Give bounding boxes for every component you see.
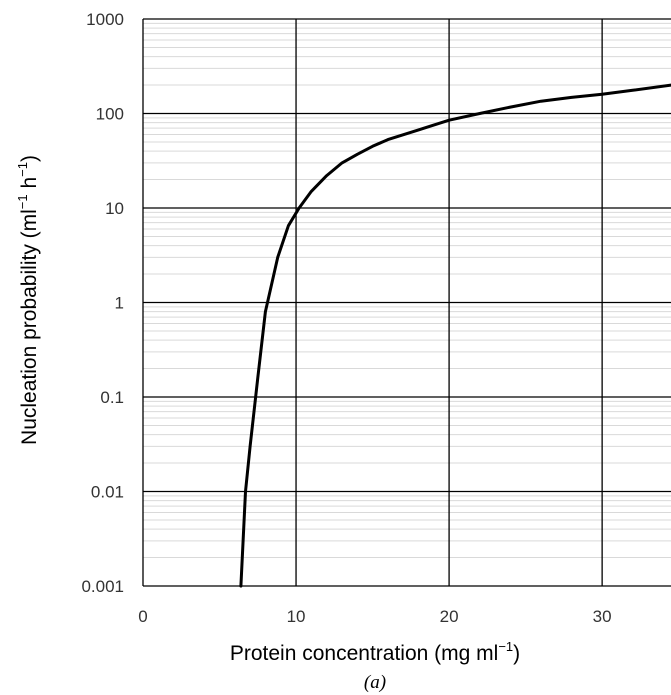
- y-tick-label: 0.001: [81, 577, 124, 596]
- y-axis-title-close: ): [18, 155, 41, 162]
- y-tick-label: 1000: [86, 10, 124, 29]
- major-gridlines: [142, 18, 671, 587]
- y-tick-label: 0.01: [91, 483, 124, 502]
- x-tick-label: 0: [138, 607, 147, 626]
- y-tick-label: 10: [105, 199, 124, 218]
- y-axis-title-sup1: −1: [15, 194, 30, 209]
- x-tick-label: 20: [440, 607, 459, 626]
- y-axis-title-mid: h: [18, 177, 41, 195]
- y-axis-title-sup2: −1: [15, 162, 30, 177]
- y-tick-label: 1: [115, 294, 124, 313]
- x-axis-title: Protein concentration (mg ml−1): [230, 639, 520, 665]
- y-axis-title: Nucleation probability (ml−1 h−1): [15, 155, 41, 445]
- x-tick-label: 10: [287, 607, 306, 626]
- x-tick-label: 30: [593, 607, 612, 626]
- x-axis-title-main: Protein concentration (mg ml: [230, 642, 498, 665]
- x-tick-labels: 0 10 20 30: [138, 607, 611, 626]
- y-tick-label: 100: [96, 105, 124, 124]
- y-axis-title-main: Nucleation probability (ml: [18, 209, 41, 445]
- x-axis-title-sup: −1: [498, 639, 513, 654]
- minor-gridlines: [143, 22, 671, 559]
- figure-caption: (a): [364, 672, 386, 693]
- x-axis-title-close: ): [513, 642, 520, 665]
- nucleation-curve: [239, 83, 671, 588]
- y-tick-label: 0.1: [100, 388, 124, 407]
- y-tick-labels: 0.001 0.01 0.1 1 10 100 1000: [81, 10, 124, 596]
